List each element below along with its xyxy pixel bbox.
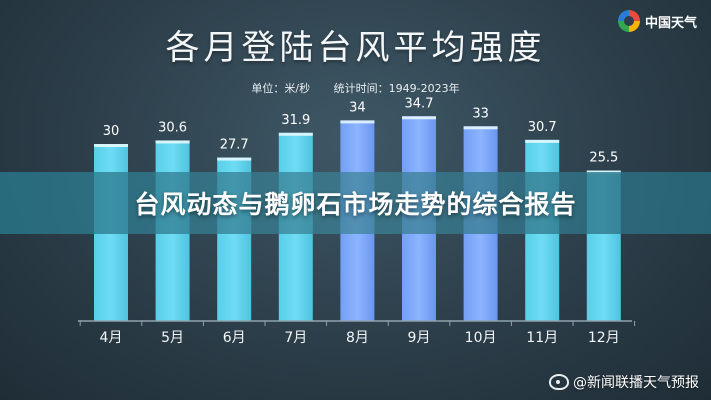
chart-subtitle: 单位：米/秒 统计时间：1949-2023年 — [0, 80, 711, 96]
data-label: 30 — [103, 124, 120, 139]
weather-logo-icon — [617, 10, 640, 32]
x-tick-label: 8月 — [346, 330, 369, 346]
bar-cap — [463, 126, 498, 130]
data-label: 27.7 — [220, 138, 249, 153]
logo-text: 中国天气 — [644, 15, 697, 31]
data-label: 33 — [472, 106, 489, 121]
unit-label: 单位：米/秒 — [251, 82, 311, 95]
bar-cap — [402, 116, 436, 120]
bar-cap — [94, 144, 128, 147]
data-label: 30.7 — [528, 120, 557, 135]
period-label: 统计时间：1949-2023年 — [333, 82, 460, 95]
x-tick-label: 7月 — [284, 330, 307, 346]
data-label: 31.9 — [281, 113, 310, 128]
x-tick-label: 10月 — [465, 330, 497, 346]
bar-cap — [155, 140, 190, 144]
data-label: 34 — [349, 100, 366, 115]
data-label: 34.7 — [405, 96, 434, 111]
bar-cap — [278, 132, 313, 136]
banner-text: 台风动态与鹅卵石市场走势的综合报告 — [134, 190, 577, 219]
data-label: 30.6 — [158, 120, 187, 135]
watermark: @新闻联播天气预报 — [549, 372, 699, 392]
x-tick-label: 6月 — [223, 330, 246, 346]
chart-title: 各月登陆台风平均强度 — [165, 28, 546, 68]
bar-cap — [525, 139, 560, 143]
overlay-banner: 台风动态与鹅卵石市场走势的综合报告 — [0, 172, 711, 234]
watermark-text: @新闻联播天气预报 — [573, 375, 699, 391]
cma-weather-logo: 中国天气 — [617, 10, 697, 32]
bar-cap — [340, 120, 375, 124]
x-tick-label: 4月 — [100, 330, 123, 346]
x-tick-label: 5月 — [161, 330, 184, 346]
x-tick-label: 9月 — [408, 330, 431, 346]
bar-cap — [217, 157, 252, 161]
data-label: 25.5 — [589, 151, 618, 166]
x-tick-label: 12月 — [588, 330, 620, 346]
x-tick-label: 11月 — [526, 330, 558, 346]
weibo-icon — [549, 374, 569, 390]
